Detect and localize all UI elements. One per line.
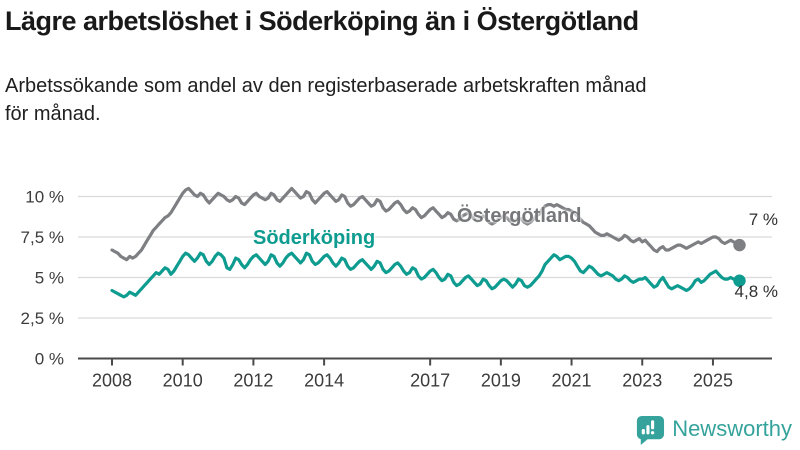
x-tick-label: 2025 xyxy=(693,371,733,391)
x-tick-label: 2019 xyxy=(481,371,521,391)
x-tick-label: 2014 xyxy=(304,371,344,391)
y-tick-label: 5 % xyxy=(35,269,64,288)
x-tick-label: 2008 xyxy=(92,371,132,391)
series-end-dot-söderköping xyxy=(733,274,746,287)
series-label-soderkoping: Söderköping xyxy=(253,227,376,249)
series-line-söderköping xyxy=(110,251,742,299)
brand-name: Newsworthy xyxy=(672,416,792,441)
end-value-soderkoping: 4,8 % xyxy=(734,282,778,301)
x-tick-label: 2010 xyxy=(163,371,203,391)
y-tick-label: 0 % xyxy=(35,350,64,369)
end-value-ostergotland: 7 % xyxy=(748,210,778,229)
x-tick-label: 2012 xyxy=(233,371,273,391)
series-label-ostergotland: Östergötland xyxy=(457,205,582,227)
x-tick-label: 2023 xyxy=(622,371,662,391)
x-tick-label: 2021 xyxy=(552,371,592,391)
newsworthy-brand: Newsworthy xyxy=(634,412,792,446)
bar-chart-speech-bubble-icon xyxy=(637,415,665,445)
y-tick-label: 7,5 % xyxy=(21,228,64,247)
y-tick-label: 10 % xyxy=(25,188,64,207)
series-line-östergötland xyxy=(110,186,742,262)
page-subtitle: Arbetssökande som andel av den registerb… xyxy=(5,75,647,126)
page-title: Lägre arbetslöshet i Söderköping än i Ös… xyxy=(5,6,639,36)
series-end-dot-östergötland xyxy=(733,238,746,252)
y-tick-label: 2,5 % xyxy=(21,309,64,328)
x-tick-label: 2017 xyxy=(410,371,450,391)
